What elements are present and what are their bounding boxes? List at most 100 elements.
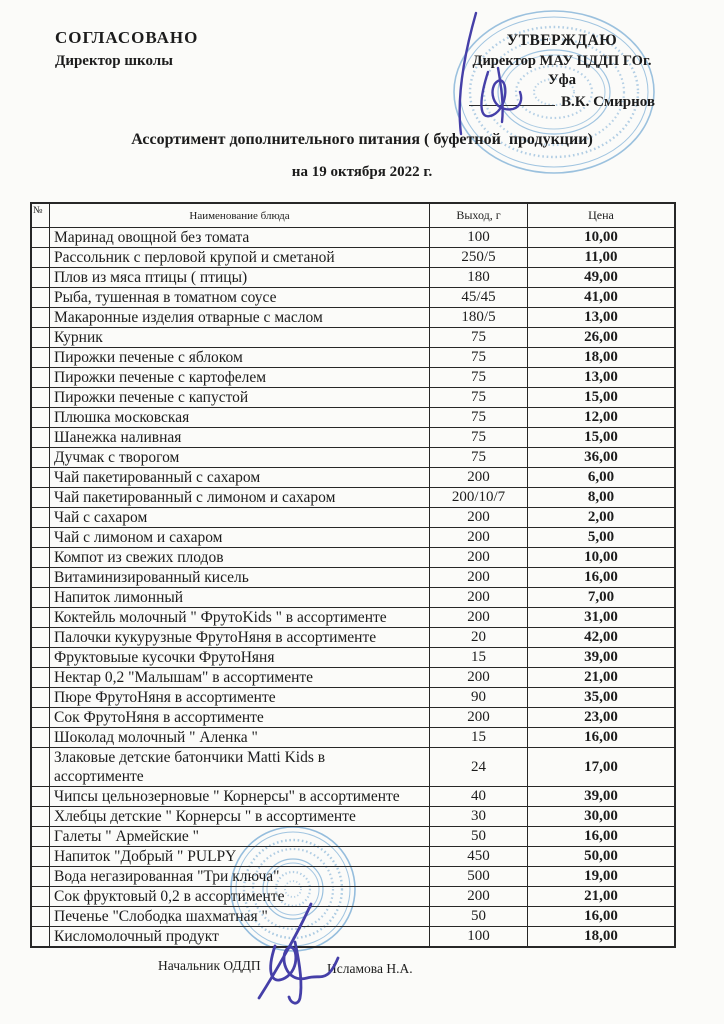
row-number-cell [30, 407, 50, 428]
dish-name-cell: Рассольник с перловой крупой и сметаной [49, 247, 430, 268]
table-row: Чай с лимоном и сахаром 200 5,00 [30, 527, 676, 548]
dish-name-cell: Пирожки печеные с картофелем [49, 367, 430, 388]
document-date: на 19 октября 2022 г. [291, 164, 433, 180]
dish-name-cell: Галеты " Армейские " [49, 826, 430, 847]
table-row: Витаминизированный кисель 200 16,00 [30, 567, 676, 588]
row-number-cell [30, 567, 50, 588]
footer-person-name: Исламова Н.А. [327, 961, 413, 976]
price-cell: 49,00 [527, 267, 676, 288]
table-row: Пирожки печеные с картофелем 75 13,00 [30, 367, 676, 388]
price-cell: 42,00 [527, 627, 676, 648]
output-cell: 20 [429, 627, 528, 648]
document-title: Ассортимент дополнительного питания ( бу… [131, 131, 593, 148]
output-cell: 100 [429, 926, 528, 948]
dish-name-cell: Вода негазированная "Три ключа" [49, 866, 430, 887]
price-cell: 39,00 [527, 647, 676, 668]
row-number-cell [30, 307, 50, 328]
row-number-cell [30, 846, 50, 867]
output-cell: 450 [429, 846, 528, 867]
dish-name-cell: Чай пакетированный с сахаром [49, 467, 430, 488]
table-row: Чипсы цельнозерновые " Корнерсы" в ассор… [30, 786, 676, 807]
output-cell: 200 [429, 527, 528, 548]
row-number-cell [30, 387, 50, 408]
table-row: Вода негазированная "Три ключа" 500 19,00 [30, 866, 676, 887]
price-cell: 21,00 [527, 886, 676, 907]
output-cell: 250/5 [429, 247, 528, 268]
dish-name-cell: Нектар 0,2 "Малышам" в ассортименте [49, 667, 430, 688]
dish-name-cell: Напиток "Добрый " PULPY [49, 846, 430, 867]
price-cell: 8,00 [527, 487, 676, 508]
price-cell: 16,00 [527, 567, 676, 588]
dish-name-cell: Кисломолочный продукт [49, 926, 430, 948]
dish-name-cell: Рыба, тушенная в томатном соусе [49, 287, 430, 308]
price-cell: 7,00 [527, 587, 676, 608]
price-cell: 15,00 [527, 427, 676, 448]
table-row: Кисломолочный продукт 100 18,00 [30, 926, 676, 948]
output-cell: 200 [429, 886, 528, 907]
table-row: Чай пакетированный с лимоном и сахаром 20… [30, 487, 676, 508]
table-row: Напиток "Добрый " PULPY 450 50,00 [30, 846, 676, 867]
row-number-cell [30, 627, 50, 648]
dish-name-cell: Сок фруктовый 0,2 в ассортименте [49, 886, 430, 907]
table-row: Макаронные изделия отварные с маслом 180/… [30, 307, 676, 328]
row-number-cell [30, 806, 50, 827]
table-row: Злаковые детские батончики Matti Kids в … [30, 747, 676, 787]
dish-name-cell: Фруктовыые кусочки ФрутоНяня [49, 647, 430, 668]
dish-name-cell: Чай с сахаром [49, 507, 430, 528]
row-number-cell [30, 547, 50, 568]
signature-underline [468, 92, 555, 106]
table-header-row: № Наименование блюда Выход, г Цена [30, 202, 676, 228]
output-cell: 75 [429, 367, 528, 388]
row-number-cell [30, 906, 50, 927]
output-cell: 200 [429, 567, 528, 588]
price-cell: 12,00 [527, 407, 676, 428]
output-cell: 200 [429, 467, 528, 488]
footer-position-label: Начальник ОДДП [158, 958, 261, 973]
price-cell: 26,00 [527, 327, 676, 348]
dish-name-cell: Коктейль молочный " ФрутоKids " в ассорт… [49, 607, 430, 628]
row-number-cell [30, 367, 50, 388]
row-number-cell [30, 647, 50, 668]
row-number-cell [30, 786, 50, 807]
dish-name-cell: Чай с лимоном и сахаром [49, 527, 430, 548]
row-number-cell [30, 687, 50, 708]
output-cell: 200 [429, 667, 528, 688]
output-cell: 40 [429, 786, 528, 807]
dish-name-cell: Пирожки печеные с яблоком [49, 347, 430, 368]
dish-name-cell: Маринад овощной без томата [49, 227, 430, 248]
price-cell: 36,00 [527, 447, 676, 468]
row-number-cell [30, 287, 50, 308]
row-number-cell [30, 826, 50, 847]
approved-signature-line: В.К. Смирнов [438, 92, 686, 111]
row-number-cell [30, 886, 50, 907]
price-cell: 18,00 [527, 926, 676, 948]
table-row: Чай пакетированный с сахаром 200 6,00 [30, 467, 676, 488]
col-header-number: № [30, 202, 50, 228]
dish-name-cell: Пюре ФрутоНяня в ассортименте [49, 687, 430, 708]
dish-name-cell: Палочки кукурузные ФрутоНяня в ассортиме… [49, 627, 430, 648]
col-header-output: Выход, г [429, 202, 528, 228]
price-cell: 19,00 [527, 866, 676, 887]
table-row: Плюшка московская 75 12,00 [30, 407, 676, 428]
table-row: Сок ФрутоНяня в ассортименте 200 23,00 [30, 707, 676, 728]
price-cell: 41,00 [527, 287, 676, 308]
price-cell: 10,00 [527, 227, 676, 248]
menu-table-body: Маринад овощной без томата 100 10,00 Рассол… [30, 227, 676, 948]
row-number-cell [30, 227, 50, 248]
dish-name-cell: Плов из мяса птицы ( птицы) [49, 267, 430, 288]
price-cell: 15,00 [527, 387, 676, 408]
row-number-cell [30, 327, 50, 348]
output-cell: 200 [429, 607, 528, 628]
dish-name-cell: Злаковые детские батончики Matti Kids в … [49, 747, 430, 787]
dish-name-cell: Печенье "Слободка шахматная " [49, 906, 430, 927]
approved-city: Уфа [548, 72, 576, 88]
output-cell: 30 [429, 806, 528, 827]
table-row: Чай с сахаром 200 2,00 [30, 507, 676, 528]
output-cell: 45/45 [429, 287, 528, 308]
row-number-cell [30, 247, 50, 268]
table-row: Печенье "Слободка шахматная " 50 16,00 [30, 906, 676, 927]
table-row: Напиток лимонный 200 7,00 [30, 587, 676, 608]
price-cell: 6,00 [527, 467, 676, 488]
output-cell: 15 [429, 647, 528, 668]
